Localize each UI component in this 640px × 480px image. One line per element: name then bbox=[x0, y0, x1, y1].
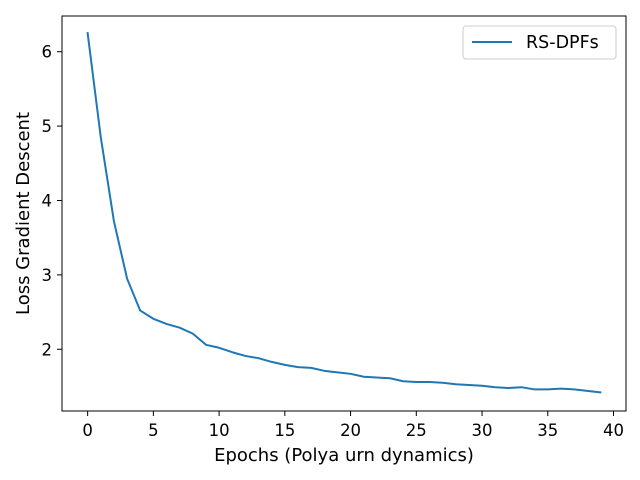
x-tick-label: 30 bbox=[472, 421, 493, 440]
series-line-0 bbox=[86, 31, 602, 394]
x-tick-label: 25 bbox=[406, 421, 427, 440]
x-tick-label: 10 bbox=[209, 421, 230, 440]
series-layer bbox=[86, 31, 602, 394]
legend: RS-DPFs bbox=[462, 25, 617, 60]
y-tick-label: 6 bbox=[42, 43, 53, 62]
x-tick-label: 40 bbox=[603, 421, 624, 440]
y-tick-label: 2 bbox=[42, 340, 53, 359]
x-tick-label: 20 bbox=[340, 421, 361, 440]
x-tick-label: 5 bbox=[148, 421, 159, 440]
x-tick-label: 15 bbox=[274, 421, 295, 440]
y-tick-label: 5 bbox=[42, 117, 53, 136]
legend-label: RS-DPFs bbox=[526, 33, 599, 53]
x-axis-ticks: 0 5 10 15 20 25 30 35 40 bbox=[82, 411, 624, 440]
x-tick-label: 35 bbox=[537, 421, 558, 440]
x-axis-label: Epochs (Polya urn dynamics) bbox=[214, 445, 474, 466]
y-axis-label: Loss Gradient Descent bbox=[13, 112, 34, 315]
y-axis-ticks: 2 3 4 5 6 bbox=[42, 43, 62, 359]
plot-area bbox=[62, 16, 626, 411]
x-tick-label: 0 bbox=[82, 421, 93, 440]
y-tick-label: 3 bbox=[42, 266, 53, 285]
y-tick-label: 4 bbox=[42, 191, 53, 210]
plot-frame bbox=[61, 15, 627, 412]
legend-box bbox=[462, 25, 617, 60]
